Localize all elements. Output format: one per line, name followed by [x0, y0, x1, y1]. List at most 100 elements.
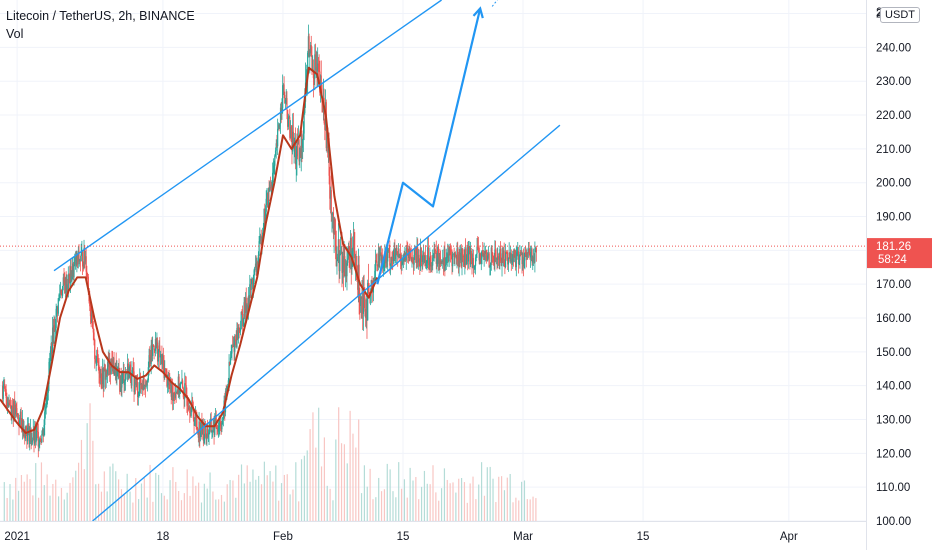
candle-body — [122, 372, 124, 376]
volume-bar — [138, 499, 140, 521]
candle-body — [457, 248, 459, 262]
candle-body — [493, 260, 495, 262]
candle-body — [334, 230, 337, 251]
candle-body — [34, 428, 36, 444]
target-callout-pointer — [491, 0, 498, 7]
candle-body — [45, 406, 47, 409]
candle-body — [361, 296, 363, 299]
candle-body — [76, 253, 78, 265]
candle-body — [1, 385, 4, 399]
price-axis-tick: 170.00 — [876, 279, 911, 291]
candle-body — [56, 306, 58, 309]
volume-bar — [149, 464, 151, 521]
candle-body — [29, 434, 31, 445]
candle-body — [159, 356, 162, 358]
volume-bar — [166, 499, 168, 521]
candle-body — [450, 254, 452, 257]
candle-body — [501, 253, 503, 266]
candle-body — [145, 381, 147, 387]
volume-bar — [123, 493, 125, 521]
candle-body — [349, 250, 351, 253]
candle-body — [404, 252, 406, 256]
candle-body — [257, 261, 259, 267]
volume-bar — [475, 499, 477, 521]
volume-bar — [118, 479, 120, 521]
candle-body — [87, 276, 89, 289]
candle-body — [330, 190, 332, 215]
volume-bar — [200, 502, 203, 521]
candle-body — [142, 389, 144, 390]
candle-body — [249, 284, 252, 290]
candle-body — [322, 102, 324, 113]
volume-bar — [346, 463, 348, 521]
candle-body — [56, 306, 59, 314]
candle-body — [302, 133, 304, 140]
candle-body — [411, 258, 413, 261]
candle-body — [13, 401, 15, 419]
candle-body — [62, 277, 64, 286]
candle-body — [157, 351, 159, 362]
candle-body — [520, 252, 522, 253]
candle-body — [177, 376, 179, 395]
volume-bar — [326, 485, 328, 521]
candle-body — [201, 420, 203, 435]
candle-body — [49, 350, 52, 362]
volume-bar — [466, 502, 468, 521]
candle-body — [130, 380, 132, 386]
candle-body — [129, 364, 131, 368]
candle-body — [176, 389, 178, 394]
candle-body — [396, 248, 398, 252]
candle-body — [454, 253, 457, 258]
candle-body — [397, 251, 399, 257]
candle-body — [84, 248, 86, 262]
candle-body — [269, 187, 271, 192]
candle-body — [517, 251, 520, 265]
candle-body — [340, 251, 342, 254]
volume-bar — [9, 484, 11, 521]
volume-bar — [380, 491, 383, 521]
candle-body — [194, 419, 196, 426]
candle-body — [521, 252, 523, 265]
volume-bar — [429, 484, 431, 521]
candle-body — [86, 271, 88, 276]
candle-body — [310, 45, 312, 57]
candle-body — [315, 67, 317, 70]
candle-body — [216, 427, 218, 430]
candle-body — [10, 405, 12, 416]
candle-body — [267, 187, 269, 208]
candle-body — [289, 127, 292, 138]
candle-body — [199, 432, 202, 438]
candle-body — [255, 263, 257, 273]
volume-bar — [309, 429, 311, 521]
candle-body — [512, 254, 514, 259]
volume-bar — [140, 483, 143, 521]
candle-body — [314, 54, 316, 79]
volume-bar — [369, 468, 371, 521]
candle-body — [210, 418, 212, 432]
candle-body — [54, 328, 57, 331]
candle-body — [354, 264, 357, 266]
candle-body — [175, 393, 177, 394]
volume-bar — [415, 477, 417, 521]
candle-body — [26, 427, 29, 442]
candle-body — [449, 248, 451, 250]
volume-bar — [163, 495, 165, 521]
candle-body — [350, 237, 352, 269]
candle-body — [457, 261, 460, 267]
volume-bar — [26, 474, 28, 521]
candle-body — [79, 260, 81, 262]
candle-body — [69, 275, 71, 283]
volume-bar — [406, 497, 408, 521]
volume-bar — [300, 459, 303, 521]
candle-body — [94, 359, 97, 362]
volume-bar — [37, 497, 40, 521]
candle-body — [494, 249, 496, 262]
candle-body — [434, 248, 436, 250]
volume-bar — [72, 477, 74, 521]
candle-body — [149, 357, 152, 364]
volume-bar — [532, 496, 534, 521]
candle-body — [535, 248, 537, 249]
candle-body — [72, 263, 74, 278]
currency-badge[interactable]: USDT — [880, 7, 920, 23]
